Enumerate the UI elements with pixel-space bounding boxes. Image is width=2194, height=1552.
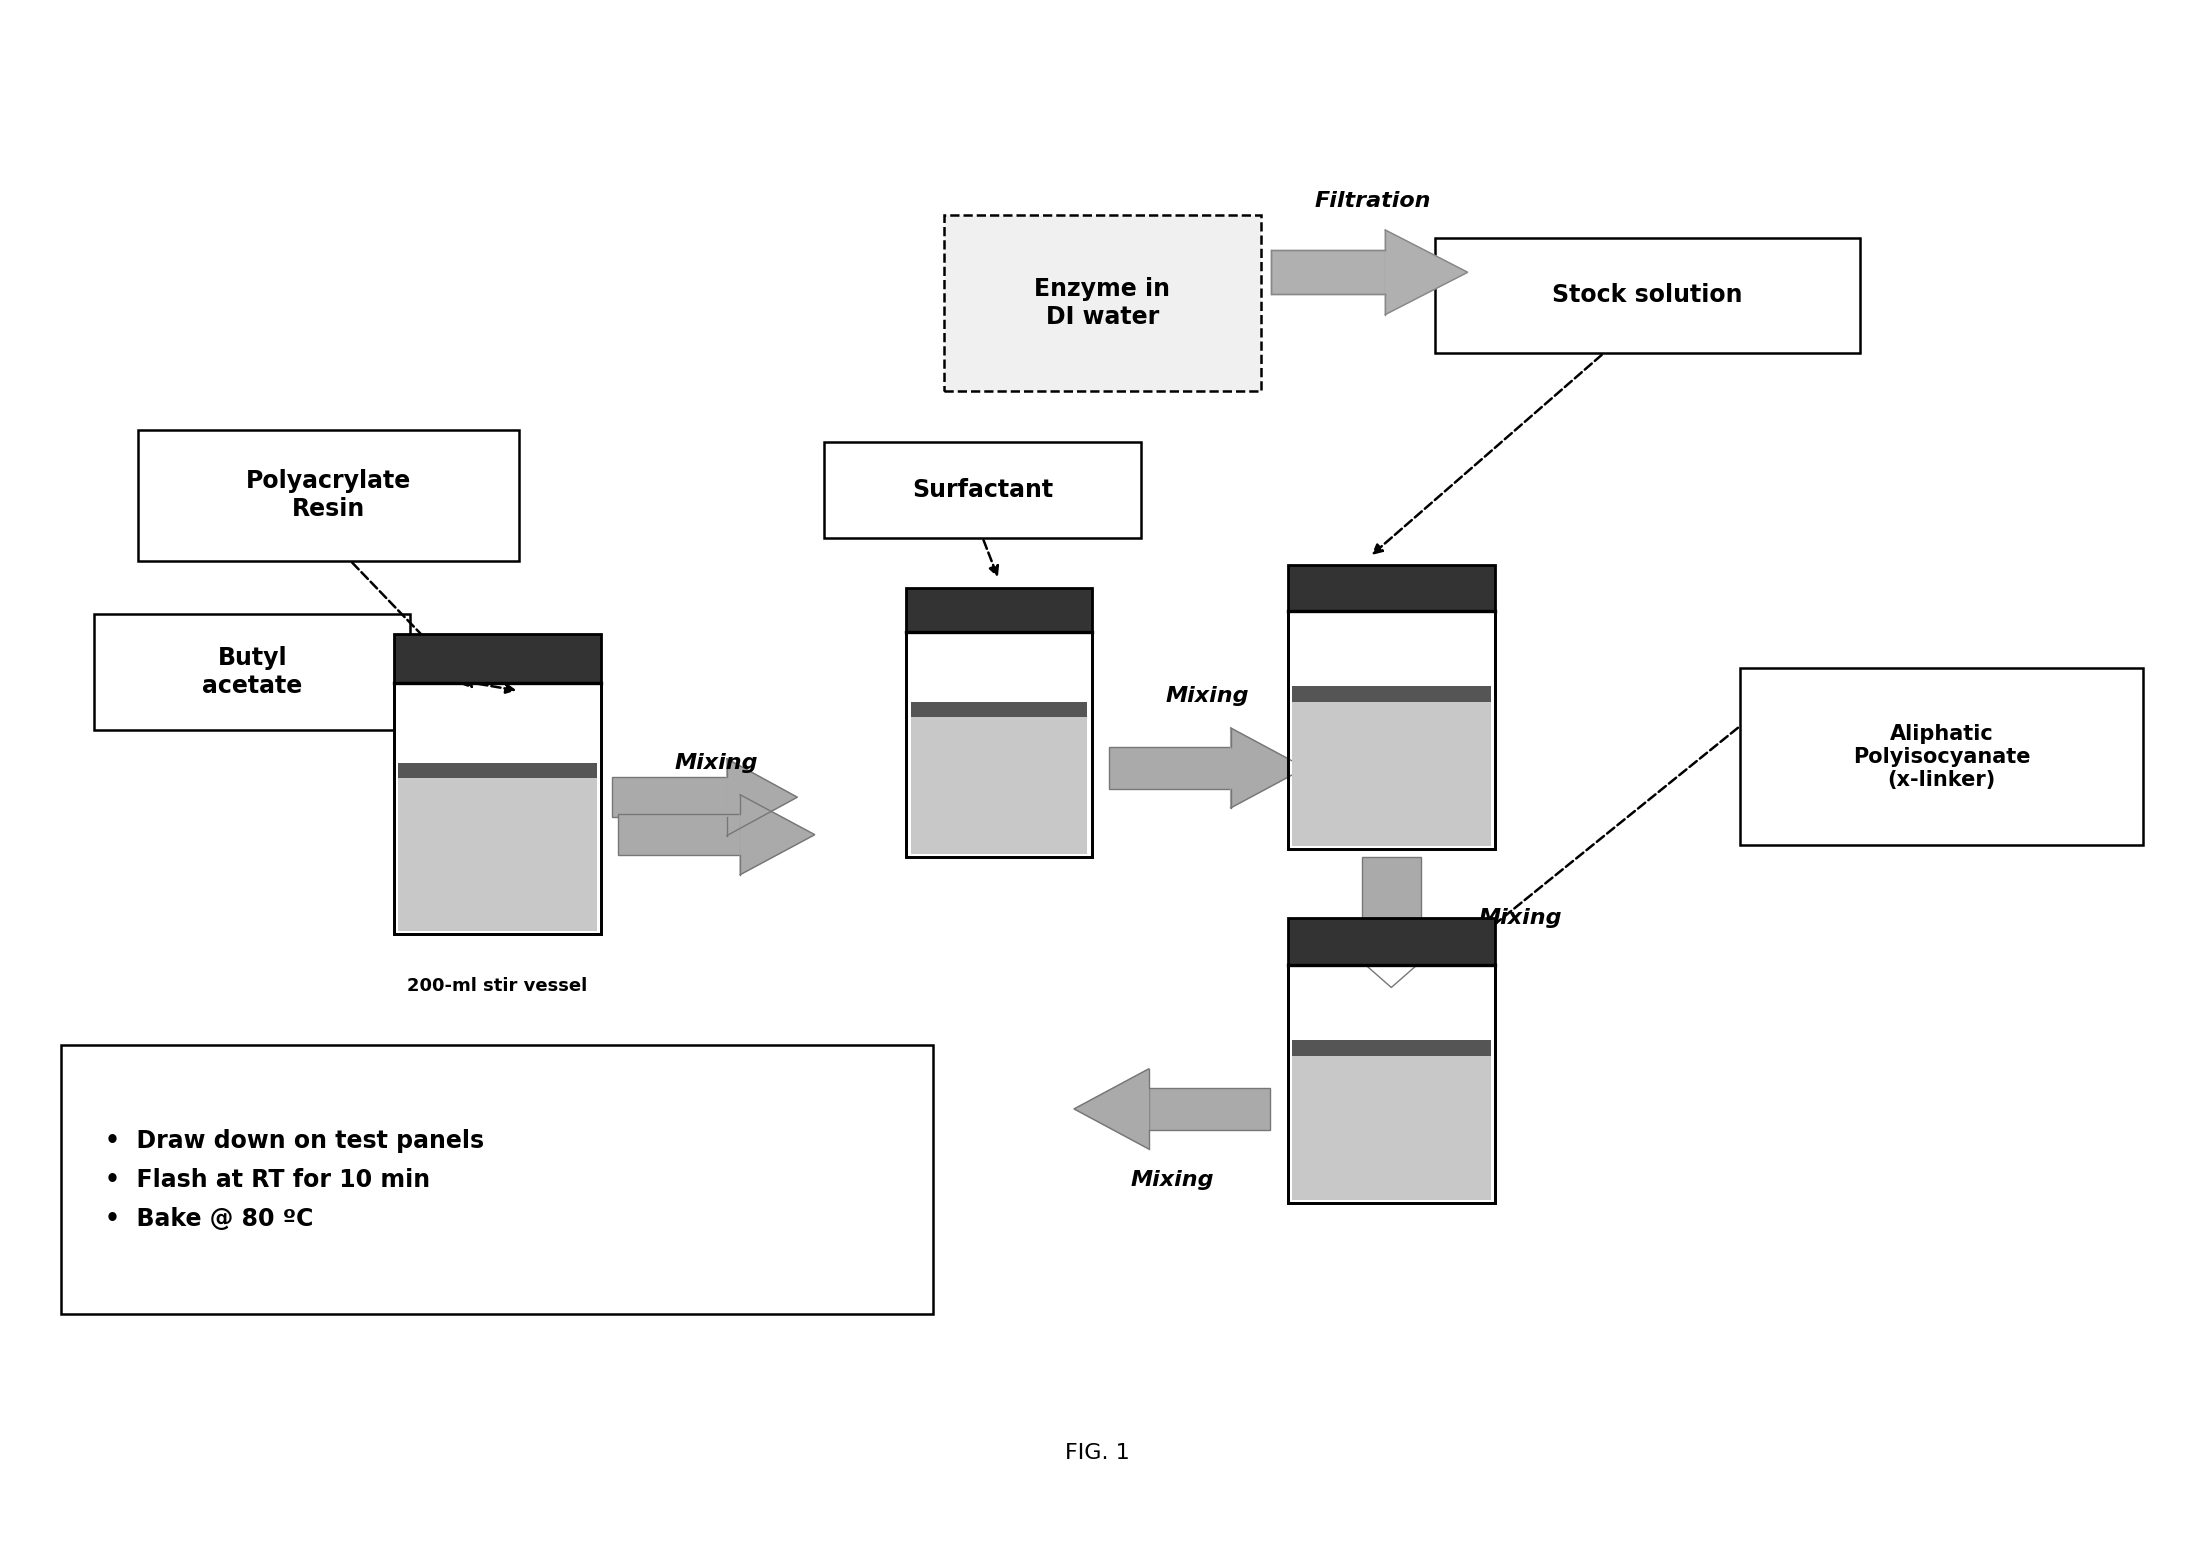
- Text: Surfactant: Surfactant: [913, 478, 1053, 501]
- Polygon shape: [1231, 728, 1305, 809]
- Bar: [1292, 698, 1490, 846]
- FancyBboxPatch shape: [943, 214, 1262, 391]
- Bar: [1288, 919, 1494, 965]
- Polygon shape: [1075, 1069, 1150, 1148]
- Polygon shape: [1384, 230, 1468, 315]
- Text: Mixing: Mixing: [1130, 1170, 1213, 1190]
- Bar: [1150, 1088, 1270, 1130]
- Bar: [906, 588, 1093, 632]
- Bar: [911, 714, 1088, 854]
- Text: Aliphatic
Polyisocyanate
(x-linker): Aliphatic Polyisocyanate (x-linker): [1854, 723, 2029, 790]
- Bar: [1362, 857, 1422, 937]
- FancyBboxPatch shape: [138, 430, 520, 560]
- FancyBboxPatch shape: [1740, 669, 2144, 846]
- Text: Mixing: Mixing: [1165, 686, 1248, 706]
- Bar: [395, 633, 601, 683]
- Polygon shape: [1334, 937, 1448, 987]
- Bar: [1288, 965, 1494, 1203]
- FancyBboxPatch shape: [61, 1044, 932, 1315]
- Bar: [1108, 747, 1231, 788]
- Bar: [1288, 565, 1494, 611]
- Polygon shape: [726, 759, 796, 835]
- Bar: [1288, 611, 1494, 849]
- Text: FIG. 1: FIG. 1: [1064, 1443, 1130, 1464]
- Text: Polyacrylate
Resin: Polyacrylate Resin: [246, 469, 410, 521]
- Text: Mixing: Mixing: [676, 753, 759, 773]
- Bar: [399, 764, 597, 779]
- Text: •  Draw down on test panels
•  Flash at RT for 10 min
•  Bake @ 80 ºC: • Draw down on test panels • Flash at RT…: [105, 1128, 485, 1231]
- Bar: [1292, 1052, 1490, 1200]
- Bar: [619, 813, 739, 855]
- FancyBboxPatch shape: [94, 615, 410, 729]
- Bar: [395, 683, 601, 934]
- Text: Stock solution: Stock solution: [1551, 284, 1742, 307]
- Bar: [395, 683, 601, 934]
- Bar: [1292, 1040, 1490, 1055]
- Text: Butyl
acetate: Butyl acetate: [202, 646, 303, 698]
- Bar: [1288, 965, 1494, 1203]
- Bar: [399, 776, 597, 931]
- Text: Mixing: Mixing: [1479, 908, 1562, 928]
- Bar: [1270, 250, 1384, 295]
- Text: Enzyme in
DI water: Enzyme in DI water: [1033, 278, 1169, 329]
- FancyBboxPatch shape: [1435, 237, 1861, 352]
- Bar: [1292, 686, 1490, 702]
- FancyBboxPatch shape: [825, 442, 1141, 537]
- Text: Filtration: Filtration: [1314, 191, 1430, 211]
- Polygon shape: [739, 795, 814, 875]
- Bar: [906, 632, 1093, 857]
- Bar: [911, 702, 1088, 717]
- Bar: [612, 778, 726, 818]
- Bar: [1288, 611, 1494, 849]
- Bar: [906, 632, 1093, 857]
- Text: 200-ml stir vessel: 200-ml stir vessel: [408, 976, 588, 995]
